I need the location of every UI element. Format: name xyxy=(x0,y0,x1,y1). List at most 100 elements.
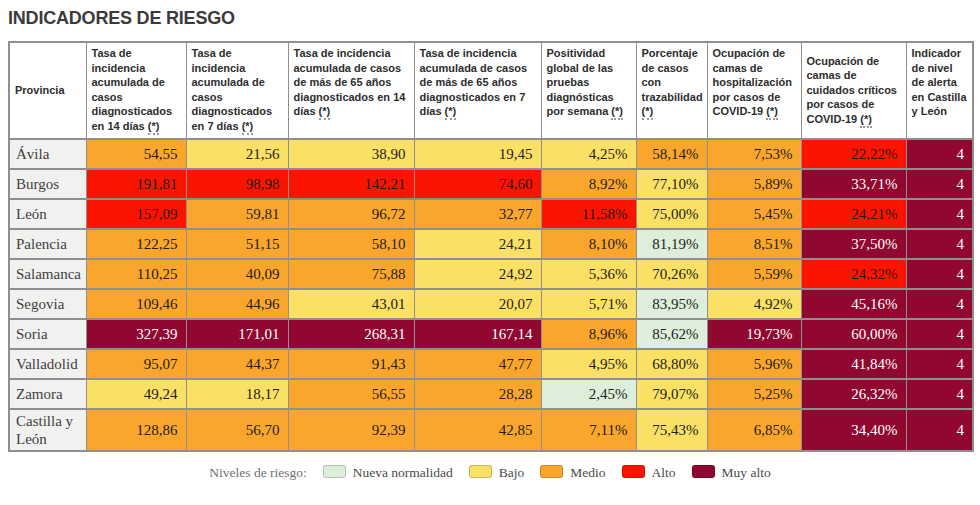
province-cell: Salamanca xyxy=(9,259,86,289)
province-cell: Palencia xyxy=(9,229,86,259)
alert-level-cell: 4 xyxy=(906,229,973,259)
indicator-cell: 75,43% xyxy=(636,409,707,451)
indicator-cell: 28,28 xyxy=(414,379,541,409)
alert-level-cell: 4 xyxy=(906,379,973,409)
legend-swatch-alto xyxy=(622,465,645,478)
indicator-cell: 95,07 xyxy=(86,349,186,379)
column-header-label: Tasa de incidencia acumulada de casos de… xyxy=(420,47,528,117)
header-asterisk-tooltip[interactable]: (*) xyxy=(148,120,160,135)
column-header: Porcentaje de casos con trazabilidad (*) xyxy=(636,42,707,139)
legend-swatch-bajo xyxy=(469,465,492,478)
column-header: Positividad global de las pruebas diagnó… xyxy=(541,42,636,139)
indicator-cell: 70,26% xyxy=(636,259,707,289)
alert-level-cell: 4 xyxy=(906,259,973,289)
indicator-cell: 26,32% xyxy=(801,379,906,409)
column-header-label: Ocupación de camas de cuidados críticos … xyxy=(807,55,897,125)
legend-item: Muy alto xyxy=(676,465,771,480)
alert-level-cell: 4 xyxy=(906,199,973,229)
page-title: INDICADORES DE RIESGO xyxy=(8,8,972,29)
alert-level-cell: 4 xyxy=(906,139,973,169)
indicator-cell: 20,07 xyxy=(414,289,541,319)
table-body: Ávila54,5521,5638,9019,454,25%58,14%7,53… xyxy=(9,139,973,451)
alert-level-cell: 4 xyxy=(906,319,973,349)
header-asterisk-tooltip[interactable]: (*) xyxy=(860,113,872,128)
legend-item-label: Medio xyxy=(570,465,605,480)
indicator-cell: 54,55 xyxy=(86,139,186,169)
indicator-cell: 42,85 xyxy=(414,409,541,451)
legend-item-label: Bajo xyxy=(499,465,525,480)
legend-item: Nueva normalidad xyxy=(307,465,453,480)
indicator-cell: 4,25% xyxy=(541,139,636,169)
indicator-cell: 5,36% xyxy=(541,259,636,289)
table-row: Burgos191,8198,98142,2174,608,92%77,10%5… xyxy=(9,169,973,199)
column-header-label: Indicador de nivel de alerta en Castilla… xyxy=(912,47,967,117)
indicator-cell: 91,43 xyxy=(288,349,414,379)
legend-label: Niveles de riesgo: xyxy=(209,465,306,480)
indicator-cell: 37,50% xyxy=(801,229,906,259)
indicator-cell: 4,92% xyxy=(707,289,801,319)
indicator-cell: 83,95% xyxy=(636,289,707,319)
province-cell: Segovia xyxy=(9,289,86,319)
indicator-cell: 5,45% xyxy=(707,199,801,229)
indicadores-riesgo-page: INDICADORES DE RIESGO Provincia Tasa de i… xyxy=(0,0,980,481)
column-header: Tasa de incidencia acumulada de casos di… xyxy=(86,42,186,139)
province-cell: Soria xyxy=(9,319,86,349)
table-row: Segovia109,4644,9643,0120,075,71%83,95%4… xyxy=(9,289,973,319)
province-cell: Burgos xyxy=(9,169,86,199)
table-row: Zamora49,2418,1756,5528,282,45%79,07%5,2… xyxy=(9,379,973,409)
indicator-cell: 58,10 xyxy=(288,229,414,259)
alert-level-cell: 4 xyxy=(906,169,973,199)
indicator-cell: 59,81 xyxy=(186,199,288,229)
indicator-cell: 68,80% xyxy=(636,349,707,379)
indicator-cell: 21,56 xyxy=(186,139,288,169)
indicator-cell: 19,45 xyxy=(414,139,541,169)
indicator-cell: 38,90 xyxy=(288,139,414,169)
province-cell: Castilla y León xyxy=(9,409,86,451)
legend-item-label: Muy alto xyxy=(722,465,771,480)
indicator-cell: 5,59% xyxy=(707,259,801,289)
table-row: Salamanca110,2540,0975,8824,925,36%70,26… xyxy=(9,259,973,289)
indicator-cell: 32,77 xyxy=(414,199,541,229)
alert-level-cell: 4 xyxy=(906,409,973,451)
column-header: Ocupación de camas de cuidados críticos … xyxy=(801,42,906,139)
alert-level-cell: 4 xyxy=(906,349,973,379)
indicator-cell: 40,09 xyxy=(186,259,288,289)
column-header-label: Provincia xyxy=(15,84,65,96)
table-row: Palencia122,2551,1558,1024,218,10%81,19%… xyxy=(9,229,973,259)
legend-item: Alto xyxy=(606,465,676,480)
indicator-cell: 45,16% xyxy=(801,289,906,319)
legend-swatch-nueva_normalidad xyxy=(323,465,346,478)
risk-indicators-table: Provincia Tasa de incidencia acumulada de… xyxy=(8,41,974,452)
header-asterisk-tooltip[interactable]: (*) xyxy=(642,105,654,120)
header-asterisk-tooltip[interactable]: (*) xyxy=(242,120,254,135)
indicator-cell: 44,37 xyxy=(186,349,288,379)
province-cell: León xyxy=(9,199,86,229)
indicator-cell: 11,58% xyxy=(541,199,636,229)
indicator-cell: 34,40% xyxy=(801,409,906,451)
indicator-cell: 22,22% xyxy=(801,139,906,169)
header-asterisk-tooltip[interactable]: (*) xyxy=(611,105,623,120)
header-asterisk-tooltip[interactable]: (*) xyxy=(445,105,457,120)
indicator-cell: 2,45% xyxy=(541,379,636,409)
indicator-cell: 18,17 xyxy=(186,379,288,409)
header-asterisk-tooltip[interactable]: (*) xyxy=(766,105,778,120)
header-asterisk-tooltip[interactable]: (*) xyxy=(319,105,331,120)
province-cell: Ávila xyxy=(9,139,86,169)
indicator-cell: 24,92 xyxy=(414,259,541,289)
column-header-label: Tasa de incidencia acumulada de casos de… xyxy=(294,47,406,117)
legend-item: Bajo xyxy=(453,465,525,480)
indicator-cell: 24,32% xyxy=(801,259,906,289)
indicator-cell: 142,21 xyxy=(288,169,414,199)
indicator-cell: 49,24 xyxy=(86,379,186,409)
table-row: León157,0959,8196,7232,7711,58%75,00%5,4… xyxy=(9,199,973,229)
indicator-cell: 8,51% xyxy=(707,229,801,259)
indicator-cell: 41,84% xyxy=(801,349,906,379)
indicator-cell: 77,10% xyxy=(636,169,707,199)
indicator-cell: 109,46 xyxy=(86,289,186,319)
alert-level-cell: 4 xyxy=(906,289,973,319)
indicator-cell: 5,89% xyxy=(707,169,801,199)
indicator-cell: 4,95% xyxy=(541,349,636,379)
indicator-cell: 327,39 xyxy=(86,319,186,349)
indicator-cell: 7,53% xyxy=(707,139,801,169)
indicator-cell: 92,39 xyxy=(288,409,414,451)
